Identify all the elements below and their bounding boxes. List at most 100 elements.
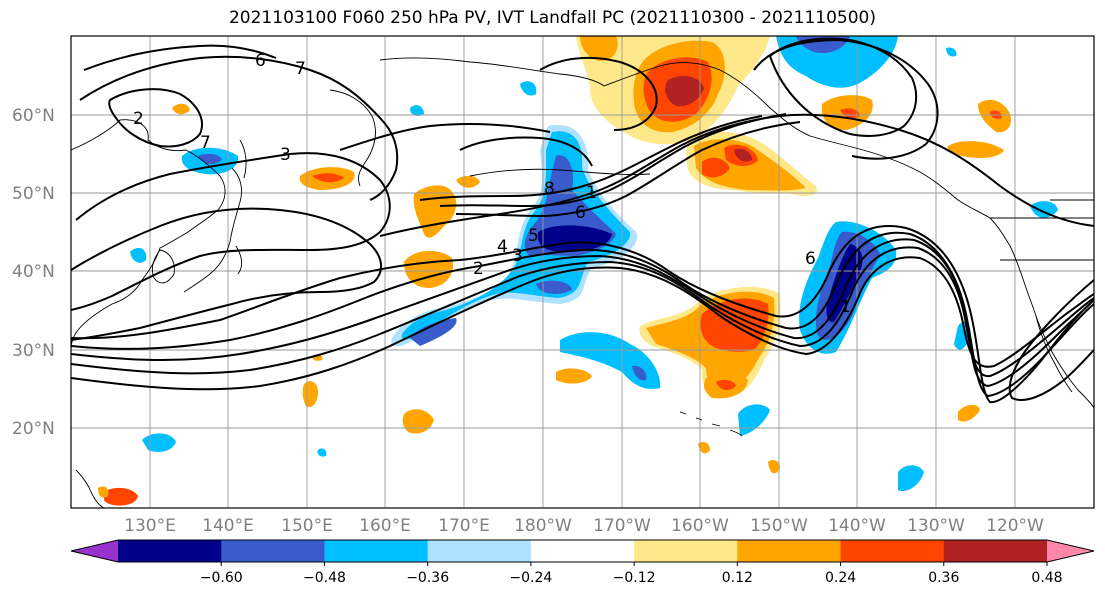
- contour-label: 2: [473, 259, 484, 279]
- lat-label: 60°N: [12, 106, 55, 126]
- contour-label: 4: [497, 237, 508, 257]
- anomaly-neg-pnw: [1030, 201, 1058, 218]
- contour-6b: [83, 44, 277, 71]
- contour-jet-n3: [439, 113, 787, 208]
- colorbar-segment: [634, 540, 738, 562]
- coast-canada-border: [990, 199, 1094, 261]
- contour-alaska-loop: [768, 37, 918, 137]
- map-frame: [70, 35, 1095, 509]
- anomaly-pos-hi-sm2: [768, 460, 780, 474]
- anomaly-neg-east-core: [826, 244, 863, 323]
- contour-label: 8: [544, 179, 555, 199]
- coastlines: [71, 57, 1094, 508]
- anomaly-pos-goa-core: [734, 148, 752, 162]
- colorbar-tick-label: 0.12: [722, 570, 753, 586]
- anomaly-neg-gulf-ak: [946, 47, 957, 57]
- colorbar-segment: [324, 540, 429, 562]
- anomaly-neg-sm2: [317, 448, 327, 457]
- anomaly-pos-wpac: [404, 250, 454, 288]
- anomaly-pos-tropwest: [402, 409, 434, 434]
- anomaly-pos-midpac-south-inner: [716, 379, 736, 391]
- lon-label: 180°W: [514, 516, 572, 536]
- longitude-labels: 130°E 140°E 150°E 160°E 170°E 180°W 170°…: [124, 516, 1044, 536]
- contour-loop-mid: [539, 56, 658, 131]
- anomaly-pos-tropmid: [556, 368, 592, 384]
- anomaly-pos-kuril-n: [456, 175, 480, 188]
- lon-label: 130°E: [124, 516, 176, 536]
- anomaly-neg-central-mid: [401, 131, 631, 340]
- anomaly-neg-south-china: [142, 433, 176, 452]
- lon-label: 130°W: [907, 516, 965, 536]
- lon-label: 140°E: [202, 516, 254, 536]
- colorbar-extend-high: [1047, 540, 1094, 562]
- colorbar-tick-label: −0.60: [200, 570, 243, 586]
- colorbar-segment: [530, 540, 635, 562]
- colorbar-extend-low: [71, 540, 118, 562]
- anomaly-neg-west-tail: [410, 318, 457, 346]
- coast-aleutians: [469, 168, 651, 177]
- coast-asia-mainland: [71, 119, 226, 351]
- latitude-labels: 60°N 50°N 40°N 30°N 20°N: [12, 106, 55, 439]
- anomaly-pos-sw-corner: [104, 487, 138, 506]
- anomaly-pos-okhotsk: [172, 103, 190, 115]
- contour-label: 2: [133, 109, 144, 129]
- colorbar-segments: [70, 539, 1095, 563]
- contour-label: 3: [280, 145, 291, 165]
- contour-label: 1: [586, 183, 597, 203]
- colorbar-segment: [221, 540, 325, 562]
- colorbar-outline: [70, 539, 1095, 563]
- anomaly-neg-subtrop-1-inner: [632, 365, 647, 381]
- contour-label: 7: [200, 133, 211, 153]
- contour-4: [71, 238, 1094, 388]
- colorbar-tick-label: −0.12: [613, 570, 656, 586]
- colorbar-tick-label: −0.24: [509, 570, 552, 586]
- contour-label: 6: [805, 249, 816, 269]
- colorbar-segment: [737, 540, 842, 562]
- lon-label: 150°E: [281, 516, 333, 536]
- contour-1-west: [71, 207, 382, 341]
- lon-label: 160°E: [359, 516, 411, 536]
- anomaly-pos-bc-inner: [840, 108, 860, 118]
- anomaly-pos-baja: [958, 404, 980, 422]
- coast-baja: [1035, 315, 1073, 393]
- anomaly-pos-nw-jp-inner: [312, 173, 344, 183]
- contour-label: 7: [295, 59, 306, 79]
- contour-6: [71, 256, 1094, 391]
- contour-6-east: [1008, 279, 1094, 401]
- contour-label: 5: [528, 226, 539, 246]
- coast-philippines: [75, 469, 105, 508]
- colorbar: −0.60 −0.48 −0.36 −0.24 −0.12 0.12 0.24 0.36 0.4…: [70, 539, 1095, 586]
- colorbar-segment: [118, 540, 222, 562]
- colorbar-segment: [427, 540, 532, 562]
- contour-label: 1: [840, 297, 851, 317]
- contour-3-west: [71, 152, 391, 311]
- colorbar-tick-label: −0.36: [406, 570, 449, 586]
- contour-jet-n2: [419, 115, 763, 201]
- contour-jet-n1: [379, 113, 1094, 237]
- lon-label: 170°E: [438, 516, 490, 536]
- lon-label: 170°W: [593, 516, 651, 536]
- map-title: 2021103100 F060 250 hPa PV, IVT Landfall…: [228, 8, 876, 28]
- coast-siberia-north: [379, 57, 605, 87]
- colorbar-ticks: −0.60 −0.48 −0.36 −0.24 −0.12 0.12 0.24 0.36 0.4…: [200, 562, 1063, 586]
- coast-hawaii: [679, 411, 743, 437]
- lat-label: 40°N: [12, 262, 55, 282]
- anomaly-neg-bering-sm: [520, 81, 537, 96]
- lat-label: 50°N: [12, 184, 55, 204]
- contour-label: 6: [255, 51, 266, 71]
- contour-bering-mid: [459, 136, 593, 167]
- contour-ridge-w: [339, 123, 551, 151]
- colorbar-tick-label: 0.24: [825, 570, 856, 586]
- anomaly-pos-bering-core: [665, 75, 704, 107]
- contour-5: [71, 246, 1094, 378]
- anomaly-pos-pnw: [947, 141, 1004, 158]
- coast-japan: [183, 167, 243, 293]
- lon-label: 120°W: [986, 516, 1044, 536]
- colorbar-tick-label: −0.48: [303, 570, 346, 586]
- contour-3: [71, 231, 1094, 398]
- pv-contours: [71, 37, 1094, 404]
- colorbar-tick-label: 0.36: [928, 570, 959, 586]
- contour-jet-n4: [455, 121, 801, 218]
- colorbar-tick-label: 0.48: [1031, 570, 1062, 586]
